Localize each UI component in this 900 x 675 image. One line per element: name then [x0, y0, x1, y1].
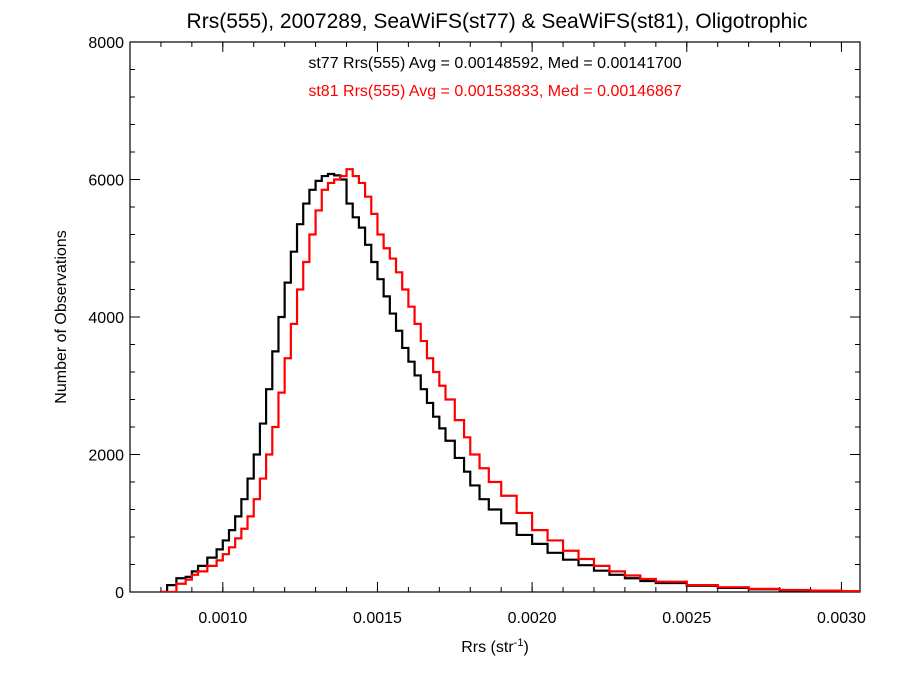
x-tick-label: 0.0030 [817, 610, 866, 627]
x-axis-label-main: Rrs (str [461, 639, 514, 656]
chart-title: Rrs(555), 2007289, SeaWiFS(st77) & SeaWi… [187, 10, 808, 33]
y-tick-label: 2000 [88, 448, 124, 465]
x-axis-label-close: ) [523, 639, 528, 656]
x-tick-label: 0.0010 [198, 610, 247, 627]
x-axis-label-superscript: -1 [514, 637, 524, 649]
x-axis-label: Rrs (str-1) [461, 637, 529, 656]
y-tick-label: 8000 [88, 35, 124, 52]
x-tick-label: 0.0020 [508, 610, 557, 627]
axis-ticks [129, 41, 860, 593]
st81-histogram-line [160, 168, 860, 592]
x-tick-label: 0.0025 [662, 610, 711, 627]
st77-histogram-line [160, 172, 860, 592]
y-axis-tick-labels: 0 2000 4000 6000 8000 [88, 35, 124, 602]
histogram-series [160, 168, 860, 592]
st77-stats-annotation: st77 Rrs(555) Avg = 0.00148592, Med = 0.… [308, 55, 681, 72]
annotations: st77 Rrs(555) Avg = 0.00148592, Med = 0.… [308, 55, 681, 100]
y-tick-label: 4000 [88, 310, 124, 327]
x-axis-tick-labels: 0.0010 0.0015 0.0020 0.0025 0.0030 [198, 610, 866, 627]
y-tick-label: 0 [115, 585, 124, 602]
y-axis-label: Number of Observations [53, 230, 70, 403]
x-tick-label: 0.0015 [353, 610, 402, 627]
st81-stats-annotation: st81 Rrs(555) Avg = 0.00153833, Med = 0.… [308, 83, 681, 100]
y-tick-label: 6000 [88, 173, 124, 190]
